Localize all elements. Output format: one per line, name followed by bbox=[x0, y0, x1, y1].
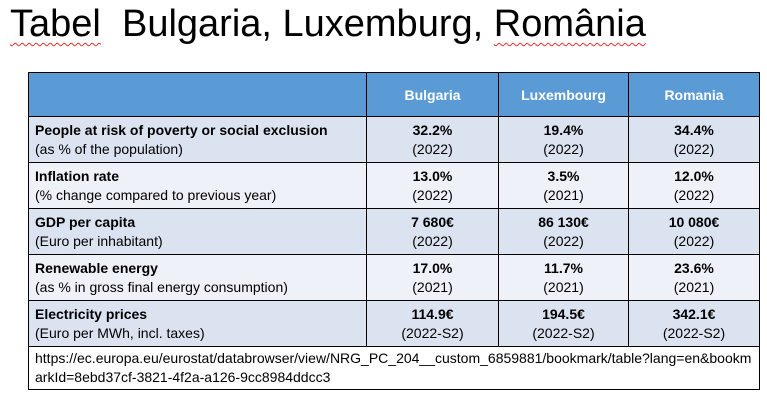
value-year: (2021) bbox=[412, 278, 453, 295]
value: 12.0% bbox=[674, 167, 714, 184]
header-corner-cell bbox=[28, 72, 367, 117]
value-year: (2022) bbox=[673, 140, 715, 157]
value-cell: 32.2% (2022) bbox=[366, 116, 499, 163]
value-cell: 342.1€ (2022-S2) bbox=[628, 300, 760, 347]
value-cell: 10 080€ (2022) bbox=[628, 208, 760, 255]
indicator-cell: Electricity prices (Euro per MWh, incl. … bbox=[28, 300, 367, 347]
value: 86 130€ bbox=[538, 213, 589, 230]
table-row: GDP per capita (Euro per inhabitant) 7 6… bbox=[28, 208, 760, 255]
indicator-name: Renewable energy bbox=[35, 259, 158, 276]
value-cell: 3.5% (2021) bbox=[498, 162, 629, 209]
indicator-cell: GDP per capita (Euro per inhabitant) bbox=[28, 208, 367, 255]
value-year: (2022) bbox=[673, 186, 715, 203]
value-year: (2021) bbox=[543, 278, 584, 295]
value: 32.2% bbox=[412, 121, 453, 138]
value-cell: 34.4% (2022) bbox=[628, 116, 760, 163]
value: 7 680€ bbox=[411, 213, 454, 230]
column-header-romania: Romania bbox=[628, 72, 760, 117]
indicator-cell: People at risk of poverty or social excl… bbox=[28, 116, 367, 163]
value: 17.0% bbox=[412, 259, 453, 276]
indicators-table: Bulgaria Luxembourg Romania People at ri… bbox=[28, 72, 760, 390]
table-header-row: Bulgaria Luxembourg Romania bbox=[28, 72, 760, 117]
indicator-unit: (% change compared to previous year) bbox=[35, 186, 277, 203]
value-year: (2022) bbox=[412, 186, 453, 203]
value-year: (2021) bbox=[543, 186, 584, 203]
column-header-luxembourg: Luxembourg bbox=[498, 72, 629, 117]
value-year: (2022-S2) bbox=[401, 324, 464, 341]
source-row: https://ec.europa.eu/eurostat/databrowse… bbox=[28, 346, 760, 390]
indicator-cell: Renewable energy (as % in gross final en… bbox=[28, 254, 367, 301]
slide-title: Tabel Bulgaria, Luxemburg, România bbox=[10, 2, 646, 46]
value: 194.5€ bbox=[542, 305, 585, 322]
value-cell: 23.6% (2021) bbox=[628, 254, 760, 301]
value-cell: 17.0% (2021) bbox=[366, 254, 499, 301]
value-year: (2022-S2) bbox=[662, 324, 726, 341]
value-year: (2022) bbox=[673, 232, 715, 249]
indicator-cell: Inflation rate (% change compared to pre… bbox=[28, 162, 367, 209]
value: 11.7% bbox=[544, 259, 583, 276]
value-cell: 114.9€ (2022-S2) bbox=[366, 300, 499, 347]
value-year: (2021) bbox=[673, 278, 715, 295]
indicator-unit: (as % of the population) bbox=[35, 140, 183, 157]
table-row: People at risk of poverty or social excl… bbox=[28, 116, 760, 163]
title-word-romania: România bbox=[493, 3, 646, 45]
indicator-name: GDP per capita bbox=[35, 213, 136, 230]
value-cell: 13.0% (2022) bbox=[366, 162, 499, 209]
value: 10 080€ bbox=[668, 213, 720, 230]
indicator-unit: (Euro per inhabitant) bbox=[35, 232, 163, 249]
value: 34.4% bbox=[674, 121, 714, 138]
indicator-name: Inflation rate bbox=[35, 167, 120, 184]
value-year: (2022-S2) bbox=[532, 324, 595, 341]
indicator-unit: (as % in gross final energy consumption) bbox=[35, 278, 288, 295]
value-cell: 12.0% (2022) bbox=[628, 162, 760, 209]
value-cell: 7 680€ (2022) bbox=[366, 208, 499, 255]
value-cell: 19.4% (2022) bbox=[498, 116, 629, 163]
title-countries: Bulgaria, Luxemburg, bbox=[121, 3, 484, 45]
indicator-name: People at risk of poverty or social excl… bbox=[35, 121, 328, 138]
value-cell: 11.7% (2021) bbox=[498, 254, 629, 301]
value-year: (2022) bbox=[412, 140, 453, 157]
indicator-name: Electricity prices bbox=[35, 305, 148, 322]
table-row: Renewable energy (as % in gross final en… bbox=[28, 254, 760, 301]
value: 13.0% bbox=[412, 167, 453, 184]
value-year: (2022) bbox=[543, 140, 584, 157]
value-cell: 86 130€ (2022) bbox=[498, 208, 629, 255]
value: 3.5% bbox=[547, 167, 580, 184]
column-header-bulgaria: Bulgaria bbox=[366, 72, 499, 117]
value: 342.1€ bbox=[672, 305, 716, 322]
value-cell: 194.5€ (2022-S2) bbox=[498, 300, 629, 347]
value-year: (2022) bbox=[543, 232, 584, 249]
table-row: Electricity prices (Euro per MWh, incl. … bbox=[28, 300, 760, 347]
source-link[interactable]: https://ec.europa.eu/eurostat/databrowse… bbox=[28, 346, 760, 390]
indicator-unit: (Euro per MWh, incl. taxes) bbox=[35, 324, 205, 341]
title-word-tabel: Tabel bbox=[10, 3, 101, 45]
value: 19.4% bbox=[543, 121, 584, 138]
value: 23.6% bbox=[674, 259, 714, 276]
table-row: Inflation rate (% change compared to pre… bbox=[28, 162, 760, 209]
value: 114.9€ bbox=[411, 305, 454, 322]
value-year: (2022) bbox=[412, 232, 453, 249]
